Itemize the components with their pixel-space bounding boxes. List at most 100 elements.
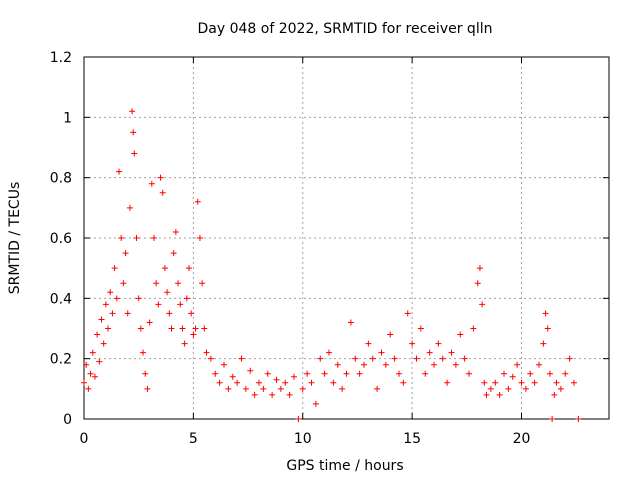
data-point <box>479 301 486 308</box>
data-point <box>501 370 507 377</box>
x-tick-label: 5 <box>189 431 198 447</box>
data-point <box>216 379 223 386</box>
data-point <box>522 385 529 392</box>
y-tick-label: 0.8 <box>50 171 72 187</box>
data-point <box>212 370 219 377</box>
data-point <box>105 325 112 332</box>
data-point <box>172 228 179 235</box>
y-tick-label: 0.4 <box>50 291 72 307</box>
data-point <box>277 385 284 392</box>
data-point <box>295 416 302 422</box>
data-point <box>483 391 490 398</box>
data-point <box>492 379 499 386</box>
data-point <box>571 379 577 386</box>
y-tick-label: 1 <box>63 110 72 126</box>
data-point <box>94 331 101 338</box>
data-point <box>126 204 133 211</box>
data-point <box>157 174 164 181</box>
data-point <box>122 250 129 257</box>
data-point <box>413 355 420 362</box>
data-point <box>476 265 483 272</box>
data-point <box>448 349 455 356</box>
data-point <box>129 108 136 115</box>
data-point <box>496 391 503 398</box>
data-point <box>435 340 442 347</box>
chart-title: Day 048 of 2022, SRMTID for receiver qll… <box>198 21 493 37</box>
data-point <box>251 391 258 398</box>
data-point <box>457 331 464 338</box>
data-point <box>470 325 477 332</box>
data-point <box>540 340 547 347</box>
data-point <box>179 325 186 332</box>
data-point <box>396 370 402 377</box>
data-point <box>100 340 107 347</box>
data-point <box>347 319 354 326</box>
data-point <box>137 325 144 332</box>
data-point <box>130 129 137 136</box>
data-point <box>116 168 122 175</box>
data-point <box>260 385 267 392</box>
data-point <box>146 319 153 326</box>
data-point <box>566 355 573 362</box>
data-point <box>264 370 271 377</box>
data-point <box>536 361 542 368</box>
data-point <box>466 370 472 377</box>
data-point <box>299 385 306 392</box>
data-point <box>575 416 582 422</box>
data-point <box>553 379 560 386</box>
data-point <box>286 391 293 398</box>
data-point <box>546 370 553 377</box>
data-point <box>140 349 147 356</box>
data-point <box>207 355 214 362</box>
data-point <box>531 379 538 386</box>
data-point <box>400 379 407 386</box>
data-point <box>551 391 558 398</box>
data-point <box>518 379 525 386</box>
data-point <box>81 379 87 386</box>
data-point <box>102 301 109 308</box>
data-point <box>203 349 210 356</box>
data-point <box>273 376 280 383</box>
y-tick-label: 0.6 <box>50 231 72 247</box>
data-point <box>361 361 367 368</box>
data-point <box>107 289 114 296</box>
data-point <box>111 265 118 272</box>
data-point <box>487 385 494 392</box>
data-point <box>562 370 569 377</box>
x-tick-label: 20 <box>513 431 531 447</box>
data-point <box>85 385 92 392</box>
data-point <box>444 379 451 386</box>
data-point <box>549 416 556 422</box>
data-point <box>542 310 549 317</box>
data-point <box>221 361 227 368</box>
data-point <box>144 385 151 392</box>
data-point <box>133 235 140 241</box>
data-point <box>229 373 236 380</box>
data-point <box>282 379 289 386</box>
data-point <box>159 189 166 196</box>
data-point <box>382 361 389 368</box>
data-point <box>242 385 249 392</box>
data-point <box>321 370 328 377</box>
data-point <box>256 379 262 386</box>
data-point <box>148 180 155 187</box>
data-point <box>151 235 157 241</box>
data-point <box>247 367 254 374</box>
data-point <box>269 391 276 398</box>
data-point <box>98 316 105 323</box>
y-axis-label: SRMTID / TECUs <box>7 182 23 295</box>
data-point <box>291 373 297 380</box>
data-point <box>238 355 245 362</box>
data-point <box>404 310 411 317</box>
data-point <box>527 370 534 377</box>
data-point <box>557 385 564 392</box>
data-point <box>317 355 324 362</box>
axis-ticks: 0 5 10 15 20 0 0.2 0.4 0.6 0.8 1 1.2 <box>50 50 609 447</box>
data-point <box>161 265 168 272</box>
data-point <box>196 235 203 241</box>
data-point <box>452 361 459 368</box>
data-point <box>192 325 199 332</box>
data-point <box>83 361 90 368</box>
data-point <box>155 301 162 308</box>
